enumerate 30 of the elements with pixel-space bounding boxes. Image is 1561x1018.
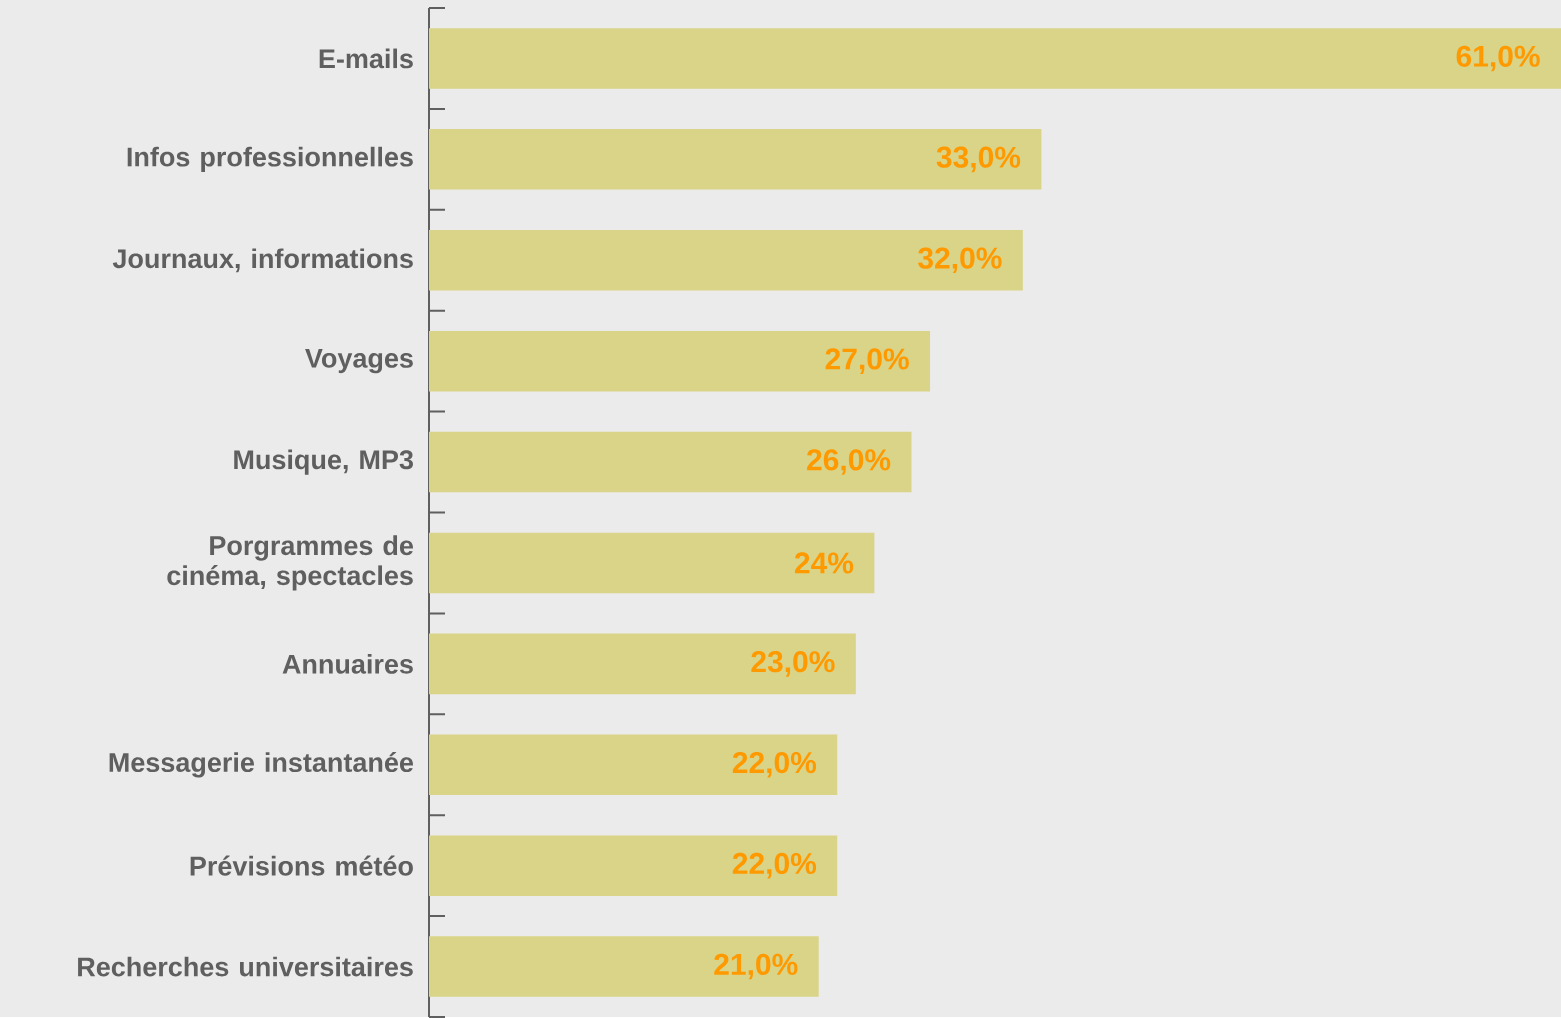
bar	[429, 734, 838, 796]
y-tick-label: Musique, MP3	[234, 449, 413, 475]
data-label: 22,0%	[732, 852, 817, 879]
data-label: 22,0%	[732, 751, 817, 778]
data-label: 33,0%	[936, 146, 1021, 173]
y-tick-label: Annuaires	[282, 653, 413, 674]
y-tick-label: Infos professionnelles	[127, 146, 413, 172]
y-tick-label: Porgrammes de cinéma, spectacles	[167, 535, 414, 591]
data-label: 24%	[794, 552, 854, 574]
bar	[429, 129, 1042, 190]
bar	[429, 633, 856, 695]
bar	[429, 835, 838, 896]
data-label: 23,0%	[751, 651, 835, 677]
bar	[429, 936, 819, 997]
y-tick-label: E-mails	[319, 48, 413, 69]
y-tick-label: Prévisions météo	[190, 855, 413, 876]
data-label: 21,0%	[714, 953, 798, 980]
y-tick-label: Messagerie instantanée	[109, 751, 414, 778]
bar	[429, 330, 931, 392]
y-tick-label: Voyages	[305, 349, 413, 374]
bar	[429, 229, 1023, 291]
bar	[429, 532, 875, 594]
y-tick-label: Recherches universitaires	[78, 956, 413, 977]
y-tick-label: Journaux, informations	[112, 248, 413, 273]
bar	[429, 28, 1561, 89]
data-label: 32,0%	[918, 247, 1002, 274]
bar	[429, 431, 912, 493]
data-label: 61,0%	[1456, 45, 1540, 72]
data-label: 26,0%	[807, 449, 891, 475]
data-label: 27,0%	[825, 348, 909, 374]
